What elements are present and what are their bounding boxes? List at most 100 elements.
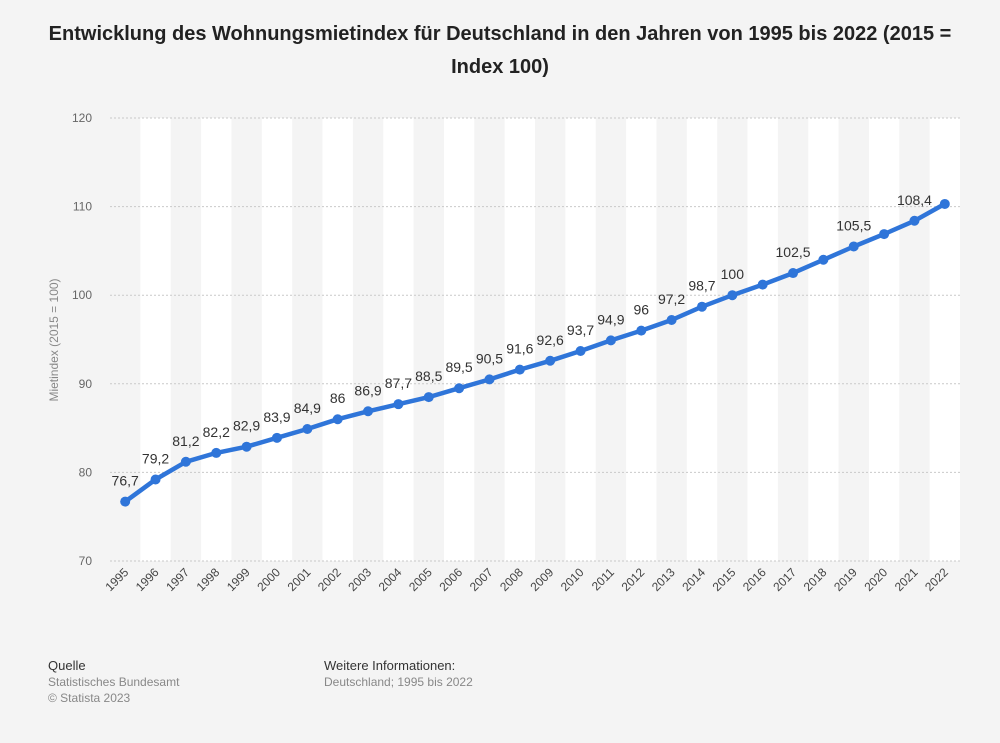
data-label: 86,9: [354, 382, 381, 398]
data-point[interactable]: [757, 279, 768, 290]
gridlines: [110, 117, 960, 562]
x-tick-label: 2008: [497, 565, 526, 594]
data-point[interactable]: [909, 215, 920, 226]
x-tick-label: 2012: [619, 565, 648, 594]
x-tick-label: 2014: [679, 565, 708, 594]
data-label: 94,9: [597, 311, 624, 327]
data-point[interactable]: [454, 383, 465, 394]
data-points: [120, 198, 950, 507]
data-label: 86: [330, 390, 346, 406]
data-label: 83,9: [263, 409, 290, 425]
column-band: [747, 118, 778, 561]
x-tick-label: 2003: [345, 565, 374, 594]
data-label: 88,5: [415, 368, 442, 384]
data-label: 81,2: [172, 433, 199, 449]
data-point[interactable]: [423, 392, 434, 403]
x-tick-label: 2004: [376, 565, 405, 594]
y-tick-label: 80: [79, 465, 93, 479]
info-heading: Weitere Informationen:: [324, 658, 456, 673]
x-tick-label: 2006: [436, 565, 465, 594]
data-point[interactable]: [363, 406, 374, 417]
x-tick-label: 2000: [254, 565, 283, 594]
line-chart: 70 80 90 100 110 120 Mietindex (2015 = 100) 7…: [47, 111, 960, 594]
data-label: 102,5: [776, 244, 811, 260]
column-band: [686, 118, 718, 561]
data-label: 90,5: [476, 350, 503, 366]
copyright: © Statista 2023: [48, 691, 131, 705]
data-point[interactable]: [514, 364, 525, 375]
data-label: 91,6: [506, 341, 533, 357]
x-tick-label: 2019: [831, 565, 860, 594]
x-tick-label: 2016: [740, 565, 769, 594]
x-tick-label: 2015: [710, 565, 739, 594]
x-tick-label: 1995: [103, 565, 132, 594]
chart-title: Entwicklung des Wohnungsmietindex für De…: [48, 23, 952, 78]
data-point[interactable]: [150, 474, 161, 485]
data-point[interactable]: [211, 447, 222, 458]
data-point[interactable]: [393, 399, 404, 410]
data-point[interactable]: [605, 335, 616, 346]
column-band: [929, 118, 960, 561]
data-point[interactable]: [848, 241, 859, 252]
y-tick-label: 100: [72, 288, 92, 302]
column-bands: [140, 118, 960, 561]
x-tick-label: 2013: [649, 565, 678, 594]
column-band: [626, 118, 657, 561]
x-tick-label: 2020: [861, 565, 890, 594]
data-label: 105,5: [836, 217, 871, 233]
data-label: 92,6: [537, 332, 564, 348]
x-tick-label: 2009: [528, 565, 557, 594]
data-label: 79,2: [142, 450, 169, 466]
column-band: [443, 118, 475, 561]
x-tick-label: 2007: [467, 565, 496, 594]
data-label: 89,5: [445, 359, 472, 375]
data-label: 97,2: [658, 291, 685, 307]
data-point[interactable]: [332, 414, 343, 425]
column-band: [868, 118, 900, 561]
x-tick-label: 2005: [406, 565, 435, 594]
column-band: [565, 118, 596, 561]
y-axis-label: Mietindex (2015 = 100): [47, 278, 61, 401]
x-tick-label: 1999: [224, 565, 253, 594]
data-point[interactable]: [484, 374, 495, 385]
source-heading: Quelle: [48, 658, 86, 673]
y-axis-ticks: 70 80 90 100 110 120: [72, 111, 92, 568]
info-text: Deutschland; 1995 bis 2022: [324, 675, 473, 689]
data-point[interactable]: [120, 496, 131, 507]
column-band: [261, 118, 293, 561]
x-tick-label: 2001: [285, 565, 314, 594]
x-tick-label: 2018: [801, 565, 830, 594]
data-point[interactable]: [545, 355, 556, 366]
column-band: [383, 118, 414, 561]
data-point[interactable]: [241, 441, 252, 452]
source-name: Statistisches Bundesamt: [48, 675, 180, 689]
data-point[interactable]: [302, 423, 313, 434]
data-point[interactable]: [879, 229, 890, 240]
x-tick-label: 2011: [589, 565, 617, 593]
y-tick-label: 90: [79, 377, 93, 391]
data-point[interactable]: [666, 315, 677, 326]
data-point[interactable]: [696, 301, 707, 312]
x-tick-label: 2022: [922, 565, 951, 594]
data-point[interactable]: [575, 346, 586, 357]
x-tick-label: 1997: [163, 565, 192, 594]
data-point[interactable]: [939, 198, 950, 209]
data-label: 82,9: [233, 418, 260, 434]
source-block: Quelle Statistisches Bundesamt © Statist…: [48, 658, 179, 706]
data-label: 96: [633, 302, 649, 318]
y-tick-label: 70: [79, 554, 93, 568]
column-band: [140, 118, 171, 561]
data-point[interactable]: [788, 268, 799, 279]
x-tick-label: 2010: [558, 565, 587, 594]
column-band: [808, 118, 839, 561]
data-label: 98,7: [688, 278, 715, 294]
data-point[interactable]: [180, 456, 191, 467]
data-point[interactable]: [818, 254, 829, 265]
x-axis-ticks: 1995 1996 1997 1998 1999 2000 2001 2002 2003 2004…: [103, 565, 952, 594]
data-label: 93,7: [567, 322, 594, 338]
data-point[interactable]: [727, 290, 738, 301]
info-block: Weitere Informationen: Deutschland; 1995…: [324, 658, 473, 690]
data-point[interactable]: [636, 325, 647, 336]
data-point[interactable]: [271, 432, 282, 443]
x-tick-label: 2021: [892, 565, 921, 594]
